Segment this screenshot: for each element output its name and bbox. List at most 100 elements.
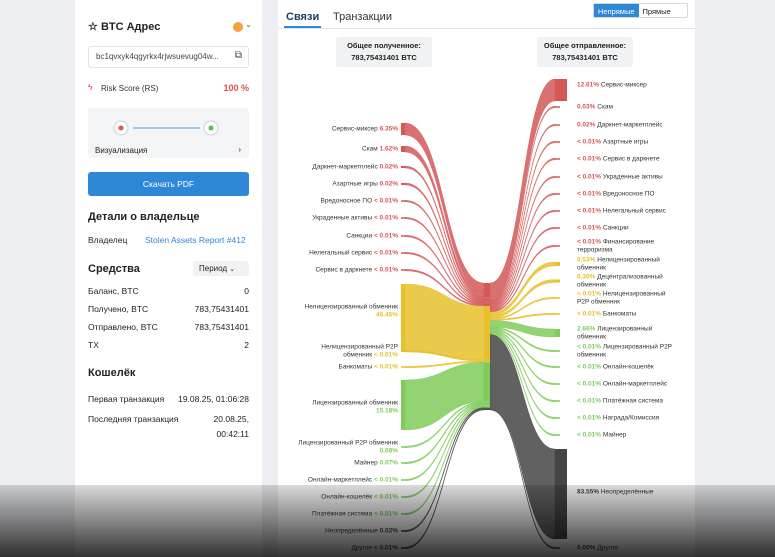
- share: < 0.01%: [577, 310, 602, 318]
- source-label: Онлайн-кошелёк < 0.01%: [293, 493, 398, 501]
- name: Неопределённые: [325, 527, 378, 535]
- share: < 0.01%: [373, 232, 398, 240]
- center-segment: [484, 408, 490, 410]
- destination-node: [555, 366, 560, 368]
- center-segment: [484, 283, 490, 293]
- destination-node: [555, 434, 560, 436]
- destination-node: [555, 383, 560, 385]
- destination-label: < 0.01% Платёжная система: [577, 397, 677, 405]
- name: Награда/Комиссия: [602, 414, 660, 422]
- tab[interactable]: Транзакции: [333, 11, 392, 23]
- source-node: [401, 446, 405, 448]
- share: 0.02%: [379, 163, 398, 171]
- share: < 0.01%: [577, 138, 602, 146]
- source-label: Неопределённые 0.02%: [293, 527, 398, 535]
- destination-label: 0.53% Нелицензированный обменник: [577, 257, 677, 272]
- destination-label: < 0.01% Нелицензированный P2P обменник: [577, 291, 677, 306]
- source-node: [401, 252, 405, 254]
- toggle-option[interactable]: Прямые: [642, 7, 671, 16]
- label: Первая транзакция: [88, 394, 165, 404]
- address-box[interactable]: bc1qvxyk4qgyrkx4rjwsuevug04w... ⧉: [88, 46, 249, 68]
- name: Санкции: [346, 232, 373, 240]
- center-segment: [484, 305, 490, 307]
- source-node: [401, 235, 405, 237]
- destination-node: [555, 417, 560, 419]
- share: < 0.01%: [373, 214, 398, 222]
- toggle-active[interactable]: Непрямые: [594, 4, 639, 17]
- source-node: [401, 462, 405, 464]
- share: 0.00%: [577, 544, 596, 552]
- share: < 0.01%: [577, 363, 602, 371]
- label: TX: [88, 340, 99, 350]
- name: Вредоносное ПО: [320, 197, 373, 205]
- share: < 0.01%: [373, 249, 398, 257]
- label: Отправлено, BTC: [88, 322, 158, 332]
- destination-label: 0.02% Даркнет-маркетплейс: [577, 121, 677, 129]
- visualization: Визуализация: [95, 146, 148, 155]
- visualization-card[interactable]: Визуализация ›: [88, 108, 249, 158]
- destination-label: 0.03% Скам: [577, 103, 677, 111]
- name: Нелегальный сервис: [309, 249, 373, 257]
- destination-label: 12.61% Сервис-миксер: [577, 81, 677, 89]
- share: 2.66%: [577, 325, 596, 333]
- source-label: Украденные активы < 0.01%: [293, 214, 398, 222]
- star-icon[interactable]: ☆: [88, 21, 98, 33]
- share: 0.02%: [577, 121, 596, 129]
- chevron: ›: [238, 145, 241, 154]
- label: Баланс, BTC: [88, 286, 139, 296]
- destination-node: [555, 106, 560, 108]
- risk-icon: ϟ: [88, 82, 93, 92]
- destination-node: [555, 400, 560, 402]
- share: 0.30%: [577, 273, 596, 281]
- share: < 0.01%: [577, 397, 602, 405]
- destination-node: [555, 227, 560, 229]
- share: < 0.01%: [373, 510, 398, 518]
- share: 0.02%: [379, 180, 398, 188]
- name: Децентрализованный обменник: [577, 273, 663, 289]
- share: < 0.01%: [373, 351, 398, 358]
- source-node: [401, 284, 405, 352]
- main-panel: Связи Транзакции Непрямые Прямые Общее п…: [278, 0, 695, 557]
- name: Платёжная система: [602, 397, 664, 405]
- share: < 0.01%: [373, 197, 398, 205]
- sent-header: Общее отправленное: 783,75431401 BTC: [537, 37, 633, 67]
- destination-node: [555, 449, 567, 539]
- share: 0.08%: [379, 447, 398, 454]
- name: Другое: [597, 544, 618, 552]
- destination-node: [555, 176, 560, 178]
- destination-node: [555, 262, 560, 266]
- share: < 0.01%: [577, 414, 602, 422]
- name: Сервис в даркнете: [315, 266, 373, 274]
- source-node: [401, 366, 405, 368]
- owner-label: Владелец: [88, 235, 128, 245]
- name: Азартные игры: [602, 138, 649, 146]
- risk-label: Risk Score (RS): [101, 84, 159, 93]
- owner-link[interactable]: Stolen Assets Report #412: [145, 235, 246, 245]
- source-node: [401, 269, 405, 271]
- name: Украденные активы: [602, 173, 663, 181]
- period-dropdown[interactable]: Период ⌄: [193, 261, 249, 276]
- center-segment: [484, 401, 490, 403]
- name: Сервис-миксер: [600, 81, 647, 89]
- center-segment: [484, 402, 490, 405]
- chevron[interactable]: ⌄: [245, 20, 252, 29]
- share: 1.62%: [379, 145, 398, 153]
- center-segment: [484, 407, 490, 409]
- center-segment: [484, 292, 490, 298]
- download-button[interactable]: Скачать PDF: [88, 172, 249, 196]
- value: 0: [244, 286, 249, 296]
- copy-icon[interactable]: ⧉: [234, 50, 242, 61]
- destination-label: < 0.01% Онлайн-маркетплейс: [577, 380, 677, 388]
- center-segment: [484, 361, 490, 363]
- tab-active[interactable]: Связи: [286, 11, 320, 23]
- share: < 0.01%: [577, 238, 602, 246]
- received-label: Общее полученное:: [347, 41, 421, 50]
- share: 0.53%: [577, 256, 596, 264]
- coin-icon[interactable]: [233, 22, 243, 32]
- share: < 0.01%: [373, 493, 398, 501]
- label: Получено, BTC: [88, 304, 149, 314]
- name: Онлайн-кошелёк: [321, 493, 373, 501]
- value: 2: [244, 340, 249, 350]
- share: < 0.01%: [373, 476, 398, 484]
- destination-label: 83.55% Неопределённые: [577, 488, 677, 496]
